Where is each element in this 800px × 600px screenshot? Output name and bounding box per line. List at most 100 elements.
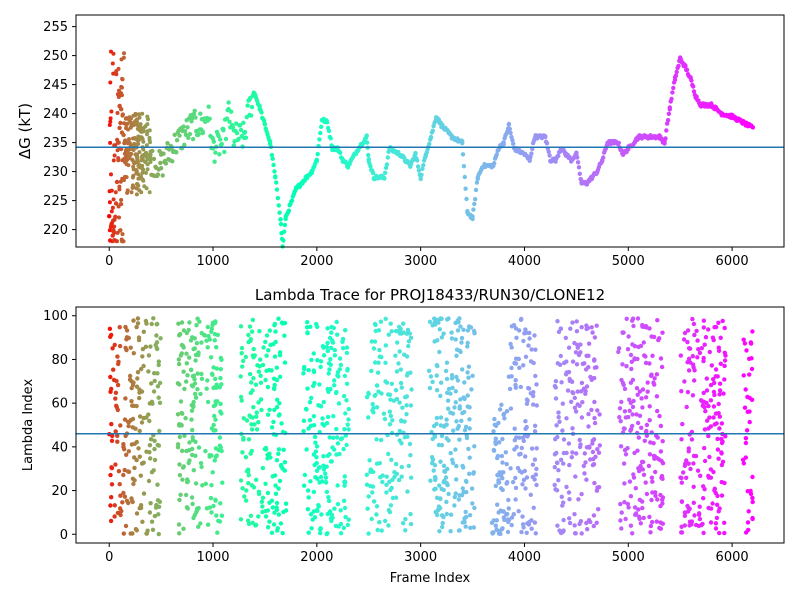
- lambda-point: [156, 362, 161, 368]
- lambda-point: [397, 428, 402, 434]
- lambda-point: [112, 503, 118, 508]
- lambda-point: [701, 530, 706, 536]
- delta-g-point: [107, 238, 113, 243]
- lambda-point: [110, 346, 115, 351]
- lambda-point: [238, 324, 244, 329]
- lambda-point: [241, 437, 246, 442]
- lambda-point: [709, 363, 714, 368]
- lambda-point: [450, 457, 455, 462]
- lambda-point: [494, 527, 499, 532]
- x-tick-label: 0: [105, 254, 113, 269]
- delta-g-point: [281, 238, 286, 243]
- lambda-point: [177, 531, 182, 536]
- lambda-point: [552, 452, 558, 457]
- lambda-point: [558, 530, 564, 536]
- lambda-point: [706, 403, 711, 409]
- delta-g-point: [217, 152, 222, 157]
- lambda-point: [269, 425, 275, 430]
- lambda-point: [214, 345, 219, 350]
- lambda-point: [195, 371, 200, 376]
- lambda-point: [569, 455, 574, 460]
- lambda-point: [204, 338, 209, 343]
- lambda-point: [701, 400, 706, 405]
- lambda-point: [113, 396, 118, 401]
- delta-g-point: [185, 125, 190, 130]
- delta-g-point: [278, 222, 284, 227]
- lambda-point: [446, 386, 452, 392]
- delta-g-point: [120, 232, 125, 237]
- lambda-point: [390, 495, 396, 501]
- lambda-point: [558, 326, 564, 331]
- lambda-point: [393, 353, 398, 358]
- lambda-point: [208, 355, 214, 360]
- delta-g-point: [116, 156, 121, 161]
- lambda-point: [393, 495, 399, 500]
- lambda-point: [713, 374, 718, 379]
- lambda-point: [462, 428, 468, 433]
- lambda-point: [213, 417, 218, 422]
- lambda-point: [623, 516, 628, 522]
- lambda-point: [319, 512, 324, 517]
- delta-g-point: [415, 164, 421, 169]
- lambda-point: [323, 471, 328, 476]
- lambda-point: [499, 453, 505, 459]
- lambda-point: [254, 410, 259, 415]
- lambda-point: [435, 363, 440, 369]
- lambda-point: [239, 345, 245, 351]
- lambda-point: [316, 503, 321, 508]
- lambda-point: [256, 369, 262, 374]
- delta-g-point: [110, 233, 115, 238]
- lambda-point: [156, 395, 161, 400]
- lambda-point: [124, 347, 129, 353]
- lambda-point: [265, 384, 271, 390]
- lambda-point: [327, 367, 332, 372]
- lambda-point: [344, 350, 350, 356]
- lambda-point: [702, 427, 708, 432]
- lambda-point: [679, 480, 684, 485]
- lambda-point: [209, 329, 214, 334]
- lambda-point: [152, 438, 157, 443]
- delta-g-point: [145, 122, 150, 127]
- lambda-point: [583, 460, 588, 465]
- lambda-point: [304, 447, 309, 452]
- lambda-point: [342, 479, 348, 484]
- lambda-point: [443, 368, 449, 374]
- lambda-point: [570, 359, 576, 364]
- lambda-point: [137, 395, 142, 401]
- lambda-point: [325, 414, 331, 420]
- x-tick-label: 1000: [196, 550, 229, 565]
- lambda-point: [243, 455, 249, 460]
- lambda-point: [619, 510, 624, 515]
- lambda-point: [696, 511, 702, 516]
- lambda-point: [686, 449, 691, 454]
- lambda-point: [449, 336, 455, 341]
- lambda-point: [439, 380, 444, 385]
- lambda-point: [238, 374, 243, 379]
- delta-g-point: [119, 107, 124, 112]
- lambda-point: [567, 497, 572, 502]
- delta-g-point: [601, 155, 606, 160]
- delta-g-point: [227, 119, 232, 124]
- lambda-point: [531, 390, 536, 395]
- lambda-point: [722, 363, 727, 369]
- lambda-point: [618, 444, 624, 449]
- lambda-point: [213, 497, 218, 502]
- delta-g-point: [575, 160, 581, 165]
- lambda-point: [750, 495, 755, 501]
- lambda-point: [458, 324, 463, 329]
- lambda-point: [309, 395, 314, 401]
- lambda-point: [389, 381, 395, 386]
- lambda-point: [198, 391, 203, 397]
- delta-g-point: [174, 138, 180, 143]
- lambda-point: [366, 531, 371, 536]
- delta-g-point: [691, 84, 696, 89]
- lambda-point: [702, 487, 707, 492]
- lambda-point: [645, 389, 650, 394]
- lambda-point: [144, 531, 149, 536]
- delta-g-point: [665, 121, 670, 126]
- lambda-point: [744, 428, 750, 433]
- lambda-point: [436, 504, 442, 509]
- delta-g-point: [138, 125, 143, 130]
- delta-g-point: [315, 151, 320, 157]
- lambda-point: [641, 515, 646, 521]
